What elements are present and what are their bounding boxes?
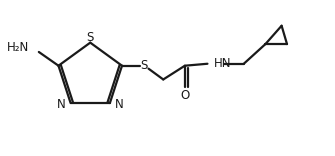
Text: O: O	[180, 89, 190, 102]
Text: S: S	[140, 59, 147, 72]
Text: N: N	[115, 98, 124, 111]
Text: HN: HN	[214, 57, 232, 70]
Text: N: N	[57, 98, 66, 111]
Text: H₂N: H₂N	[7, 41, 29, 54]
Text: S: S	[86, 31, 94, 44]
